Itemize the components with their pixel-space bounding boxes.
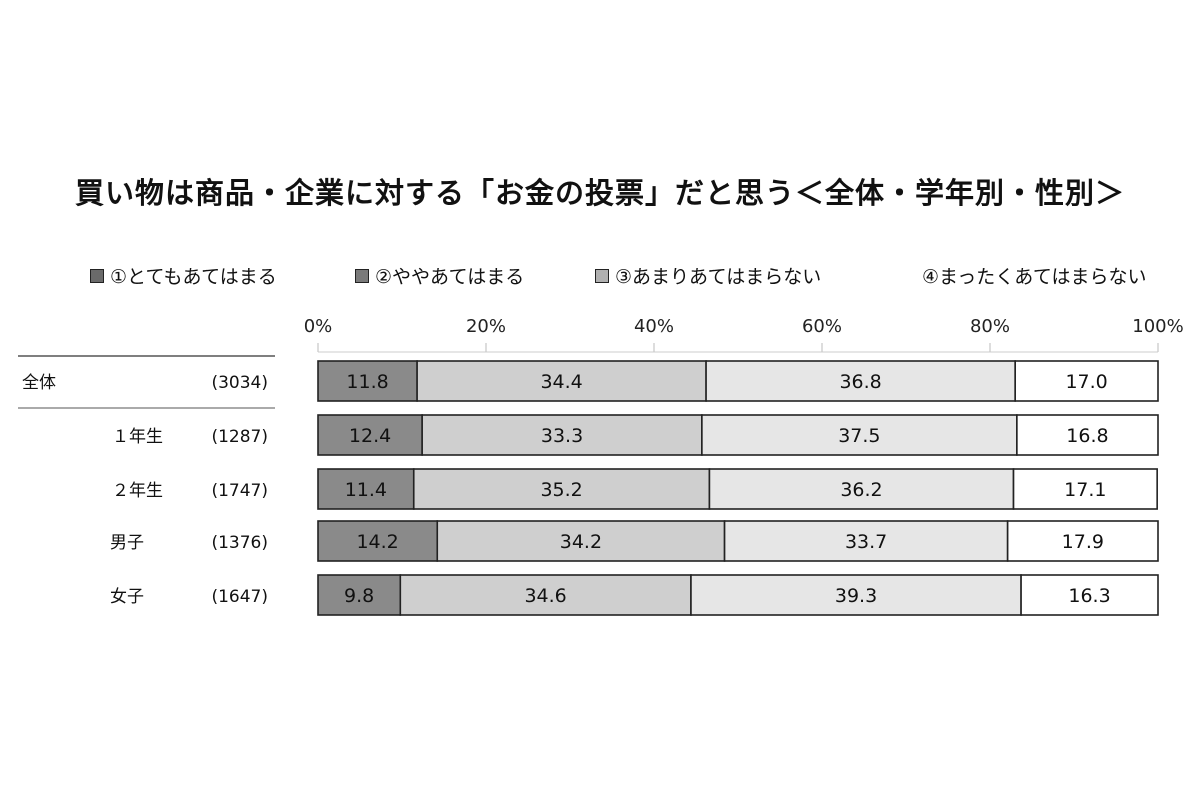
data-label: 9.8 [344, 585, 374, 607]
data-label: 17.1 [1064, 479, 1106, 501]
category-label: ２年生 [112, 481, 163, 501]
legend-swatch-1 [90, 268, 104, 283]
bar-segment [701, 414, 1018, 456]
legend-swatch-3 [595, 268, 609, 283]
bar-segment [1012, 468, 1158, 510]
sample-size-label: (1647) [211, 587, 268, 607]
sample-size-label: (1747) [211, 481, 268, 501]
x-tick-label: 100% [1132, 316, 1183, 337]
data-label: 33.7 [845, 531, 887, 553]
data-label: 33.3 [541, 425, 583, 447]
sample-size-label: (1376) [211, 533, 268, 553]
legend-item-1: ①とてもあてはまる [90, 262, 277, 289]
category-label: 男子 [110, 533, 144, 553]
bar-segment [1020, 574, 1159, 616]
data-label: 34.6 [524, 585, 566, 607]
data-label: 14.2 [356, 531, 398, 553]
data-label: 12.4 [349, 425, 391, 447]
data-label: 37.5 [838, 425, 880, 447]
legend-item-3: ③あまりあてはまらない [595, 262, 821, 289]
bar-segment [317, 360, 418, 402]
chart-legend: ①とてもあてはまる ②ややあてはまる ③あまりあてはまらない ④まったくあてはま… [90, 262, 1190, 296]
data-label: 11.4 [345, 479, 387, 501]
x-tick-label: 60% [802, 316, 842, 337]
bar-segment [399, 574, 692, 616]
bar-segment [317, 414, 423, 456]
data-label: 11.8 [346, 371, 388, 393]
category-label: 全体 [22, 373, 56, 393]
sample-size-label: (3034) [211, 373, 268, 393]
data-label: 16.3 [1068, 585, 1110, 607]
bar-segment [416, 360, 707, 402]
legend-label-2: ②ややあてはまる [375, 266, 525, 288]
legend-label-1: ①とてもあてはまる [110, 266, 277, 288]
legend-label-3: ③あまりあてはまらない [615, 266, 822, 288]
bar-segment [317, 468, 415, 510]
data-label: 36.8 [839, 371, 881, 393]
x-tick-label: 40% [634, 316, 674, 337]
data-label: 34.4 [540, 371, 582, 393]
data-label: 17.9 [1062, 531, 1104, 553]
legend-item-2: ②ややあてはまる [355, 262, 524, 289]
data-label: 39.3 [835, 585, 877, 607]
bar-segment [317, 520, 439, 562]
legend-swatch-2 [355, 268, 369, 283]
bar-segment [690, 574, 1022, 616]
x-tick-label: 20% [466, 316, 506, 337]
bar-segment [1016, 414, 1159, 456]
chart-title: 買い物は商品・企業に対する「お金の投票」だと思う＜全体・学年別・性別＞ [74, 176, 1125, 210]
bar-segment [1006, 520, 1159, 562]
bar-segment [1014, 360, 1159, 402]
sample-size-label: (1287) [211, 427, 268, 447]
category-label: １年生 [112, 427, 163, 447]
category-label: 女子 [110, 587, 144, 607]
x-tick-label: 80% [970, 316, 1010, 337]
data-label: 17.0 [1065, 371, 1107, 393]
x-tick-label: 0% [304, 316, 333, 337]
data-label: 34.2 [560, 531, 602, 553]
data-label: 36.2 [840, 479, 882, 501]
data-label: 35.2 [540, 479, 582, 501]
legend-label-4: ④まったくあてはまらない [922, 266, 1147, 288]
bar-segment [421, 414, 703, 456]
data-label: 16.8 [1066, 425, 1108, 447]
legend-item-4: ④まったくあてはまらない [922, 262, 1147, 289]
bar-segment [705, 360, 1017, 402]
